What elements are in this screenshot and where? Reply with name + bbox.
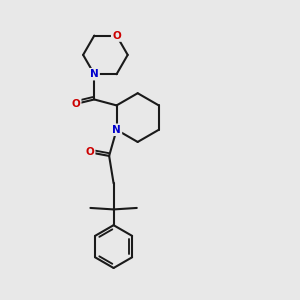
Text: N: N [112, 125, 121, 135]
Text: O: O [112, 31, 121, 40]
Text: O: O [85, 147, 94, 158]
Text: N: N [90, 69, 99, 79]
Text: O: O [71, 99, 80, 109]
